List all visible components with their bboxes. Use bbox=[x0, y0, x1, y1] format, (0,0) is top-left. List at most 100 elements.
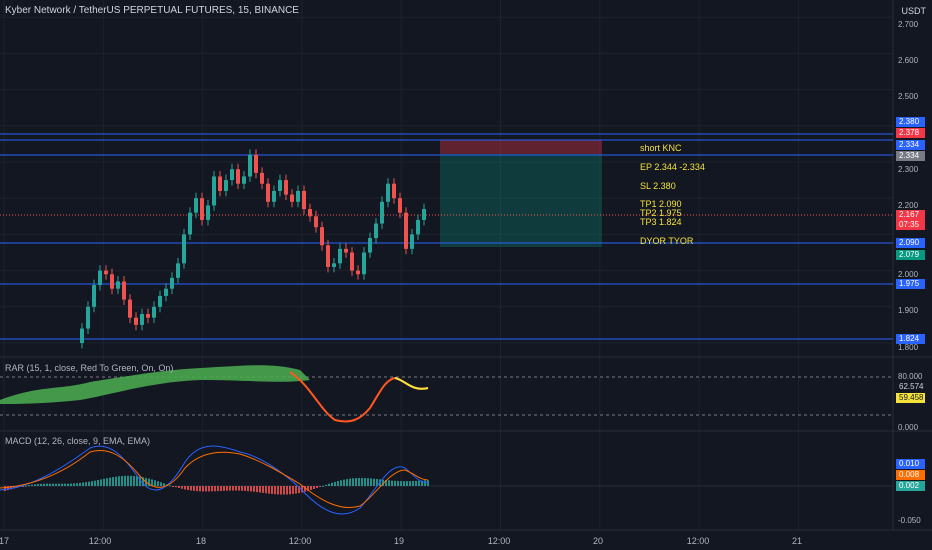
macd-histogram-bar bbox=[232, 486, 234, 491]
macd-histogram-bar bbox=[124, 475, 126, 486]
candlestick bbox=[386, 183, 390, 202]
macd-histogram-bar bbox=[370, 478, 372, 486]
macd-histogram-bar bbox=[406, 481, 408, 486]
note-tp1: TP1 2.090 bbox=[640, 199, 682, 209]
macd-histogram-bar bbox=[235, 486, 237, 491]
price-tick: 2.200 bbox=[898, 201, 919, 210]
macd-histogram-bar bbox=[262, 486, 264, 493]
macd-histogram-bar bbox=[397, 480, 399, 486]
macd-histogram-bar bbox=[112, 477, 114, 486]
macd-histogram-bar bbox=[169, 485, 171, 487]
macd-histogram-bar bbox=[274, 486, 276, 495]
macd-histogram-bar bbox=[199, 486, 201, 492]
time-tick: 12:00 bbox=[686, 536, 710, 546]
price-tick: 2.300 bbox=[898, 165, 919, 174]
macd-histogram-bar bbox=[280, 486, 282, 495]
macd-histogram-bar bbox=[127, 475, 129, 486]
candlestick bbox=[374, 223, 378, 239]
macd-histogram-bar bbox=[103, 478, 105, 486]
candlestick bbox=[254, 154, 258, 173]
macd-histogram-bar bbox=[181, 486, 183, 489]
candlestick bbox=[356, 270, 360, 275]
macd-histogram-bar bbox=[367, 478, 369, 486]
macd-histogram-bar bbox=[115, 476, 117, 486]
macd-histogram-bar bbox=[55, 483, 57, 486]
candlestick bbox=[170, 277, 174, 289]
candlestick bbox=[134, 317, 138, 325]
macd-histogram-bar bbox=[67, 483, 69, 486]
price-tag-stop-zone: 2.378 bbox=[896, 128, 925, 138]
note-tp3: TP3 1.824 bbox=[640, 217, 682, 227]
macd-histogram-bar bbox=[64, 483, 66, 486]
rar-tag: 59.458 bbox=[896, 393, 925, 403]
candlestick bbox=[200, 198, 204, 220]
macd-indicator-label[interactable]: MACD (12, 26, close, 9, EMA, EMA) bbox=[5, 436, 151, 446]
macd-histogram-bar bbox=[340, 480, 342, 486]
candlestick bbox=[410, 234, 414, 249]
macd-histogram-bar bbox=[238, 486, 240, 491]
macd-histogram-bar bbox=[409, 481, 411, 486]
candlestick bbox=[92, 285, 96, 307]
macd-histogram-bar bbox=[157, 481, 159, 486]
time-tick: 12:00 bbox=[288, 536, 312, 546]
macd-histogram-bar bbox=[364, 478, 366, 486]
macd-histogram-bar bbox=[10, 486, 12, 490]
macd-histogram-bar bbox=[214, 486, 216, 492]
macd-histogram-bar bbox=[208, 486, 210, 492]
macd-histogram-bar bbox=[313, 486, 315, 489]
candlestick bbox=[302, 190, 306, 210]
candlestick bbox=[422, 209, 426, 220]
macd-histogram-bar bbox=[178, 486, 180, 488]
macd-histogram-bar bbox=[334, 481, 336, 486]
take-profit-zone bbox=[440, 154, 602, 247]
macd-histogram-bar bbox=[268, 486, 270, 494]
macd-histogram-bar bbox=[289, 486, 291, 495]
macd-histogram-bar bbox=[211, 486, 213, 492]
candlestick bbox=[236, 169, 240, 184]
stop-loss-zone bbox=[440, 140, 602, 154]
macd-histogram-bar bbox=[73, 483, 75, 486]
candlestick bbox=[194, 198, 198, 213]
candlestick bbox=[326, 245, 330, 267]
note-title: short KNC bbox=[640, 143, 682, 153]
macd-histogram-bar bbox=[175, 486, 177, 488]
note-disclaimer: DYOR TYOR bbox=[640, 236, 694, 246]
macd-histogram-bar bbox=[79, 482, 81, 486]
currency-label: USDT bbox=[901, 6, 927, 16]
candlestick bbox=[182, 234, 186, 264]
macd-histogram-bar bbox=[154, 480, 156, 486]
macd-histogram-bar bbox=[82, 482, 84, 486]
macd-histogram-bar bbox=[160, 482, 162, 486]
rar-cloud bbox=[0, 365, 310, 404]
macd-histogram-bar bbox=[388, 480, 390, 486]
macd-histogram-bar bbox=[139, 476, 141, 486]
candlestick bbox=[350, 252, 354, 271]
macd-histogram-bar bbox=[415, 480, 417, 486]
macd-histogram-bar bbox=[91, 481, 93, 486]
candlestick bbox=[230, 169, 234, 181]
candlestick bbox=[404, 212, 408, 249]
candlestick bbox=[146, 314, 150, 318]
candlestick bbox=[248, 154, 252, 177]
macd-histogram-bar bbox=[4, 486, 6, 492]
candlestick bbox=[128, 299, 132, 318]
macd-histogram-bar bbox=[412, 481, 414, 486]
candlestick bbox=[398, 198, 402, 213]
candlestick bbox=[416, 219, 420, 235]
candlestick bbox=[332, 263, 336, 267]
macd-histogram-bar bbox=[343, 479, 345, 486]
candlestick bbox=[260, 172, 264, 184]
macd-histogram-bar bbox=[142, 477, 144, 486]
macd-histogram-bar bbox=[361, 477, 363, 486]
macd-histogram-bar bbox=[328, 483, 330, 486]
candlestick bbox=[296, 190, 300, 202]
macd-histogram-bar bbox=[421, 480, 423, 486]
macd-histogram-bar bbox=[391, 480, 393, 486]
macd-histogram-bar bbox=[373, 478, 375, 486]
rar-line bbox=[289, 371, 429, 423]
candlestick bbox=[314, 216, 318, 228]
chart-title: Kyber Network / TetherUS PERPETUAL FUTUR… bbox=[5, 5, 299, 16]
rar-indicator-label[interactable]: RAR (15, 1, close, Red To Green, On, On) bbox=[5, 363, 174, 373]
price-tag-entry: 2.334 bbox=[896, 140, 925, 150]
